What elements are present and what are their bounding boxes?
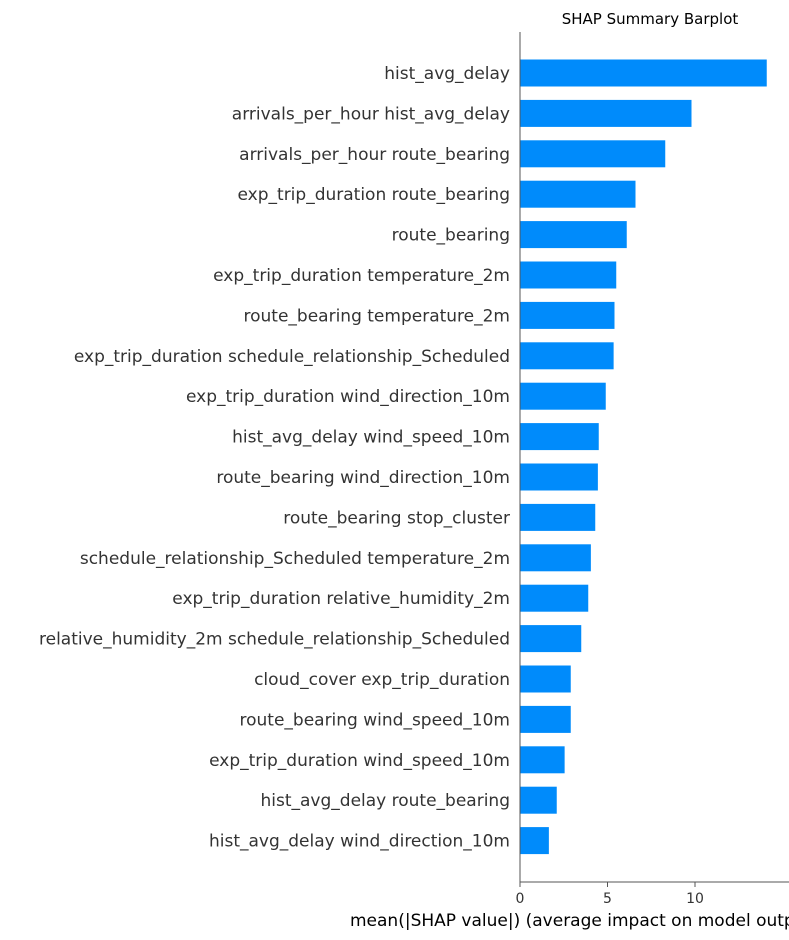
bar (520, 342, 614, 370)
bar (520, 180, 636, 208)
category-label: exp_trip_duration route_bearing (238, 185, 510, 205)
bar (520, 665, 571, 693)
category-label: route_bearing wind_speed_10m (239, 710, 510, 730)
bar (520, 503, 596, 531)
category-label: cloud_cover exp_trip_duration (254, 670, 510, 690)
category-label: exp_trip_duration relative_humidity_2m (172, 589, 510, 609)
category-label: schedule_relationship_Scheduled temperat… (80, 549, 510, 569)
bar (520, 261, 617, 289)
bar (520, 544, 591, 572)
bar (520, 827, 549, 855)
category-labels-group: hist_avg_delay arrivals_per_hour hist_avg… (39, 64, 510, 852)
bar (520, 301, 615, 329)
category-label: route_bearing stop_cluster (283, 508, 510, 528)
category-label: exp_trip_duration schedule_relationship_… (74, 347, 510, 367)
category-label: hist_avg_delay (384, 64, 510, 84)
bars-group (520, 59, 767, 855)
x-tick-label: 10 (686, 891, 704, 907)
category-label: arrivals_per_hour hist_avg_delay (232, 104, 510, 124)
bar (520, 382, 606, 410)
category-label: exp_trip_duration wind_direction_10m (186, 387, 510, 407)
chart-title: SHAP Summary Barplot (562, 10, 739, 28)
bar (520, 140, 666, 168)
bar (520, 463, 598, 491)
category-label: route_bearing wind_direction_10m (216, 468, 510, 488)
category-label: hist_avg_delay route_bearing (260, 791, 510, 811)
category-label: relative_humidity_2m schedule_relationsh… (39, 630, 510, 650)
category-label: hist_avg_delay wind_speed_10m (232, 428, 510, 448)
category-label: exp_trip_duration temperature_2m (213, 266, 510, 286)
bar (520, 221, 627, 249)
bar (520, 746, 565, 774)
bar (520, 99, 692, 127)
bar (520, 786, 557, 814)
x-tick-label: 5 (603, 891, 612, 907)
bar (520, 584, 589, 612)
x-tick-label: 0 (516, 891, 525, 907)
x-ticks-group: 0 5 10 (516, 882, 704, 907)
bar (520, 59, 767, 87)
category-label: hist_avg_delay wind_direction_10m (209, 832, 510, 852)
category-label: route_bearing (392, 226, 510, 246)
x-axis-label: mean(|SHAP value|) (average impact on mo… (350, 911, 789, 931)
bar (520, 423, 599, 451)
bar (520, 625, 582, 653)
bar (520, 705, 571, 733)
category-label: arrivals_per_hour route_bearing (239, 145, 510, 165)
category-label: route_bearing temperature_2m (244, 306, 511, 326)
category-label: exp_trip_duration wind_speed_10m (209, 751, 510, 771)
